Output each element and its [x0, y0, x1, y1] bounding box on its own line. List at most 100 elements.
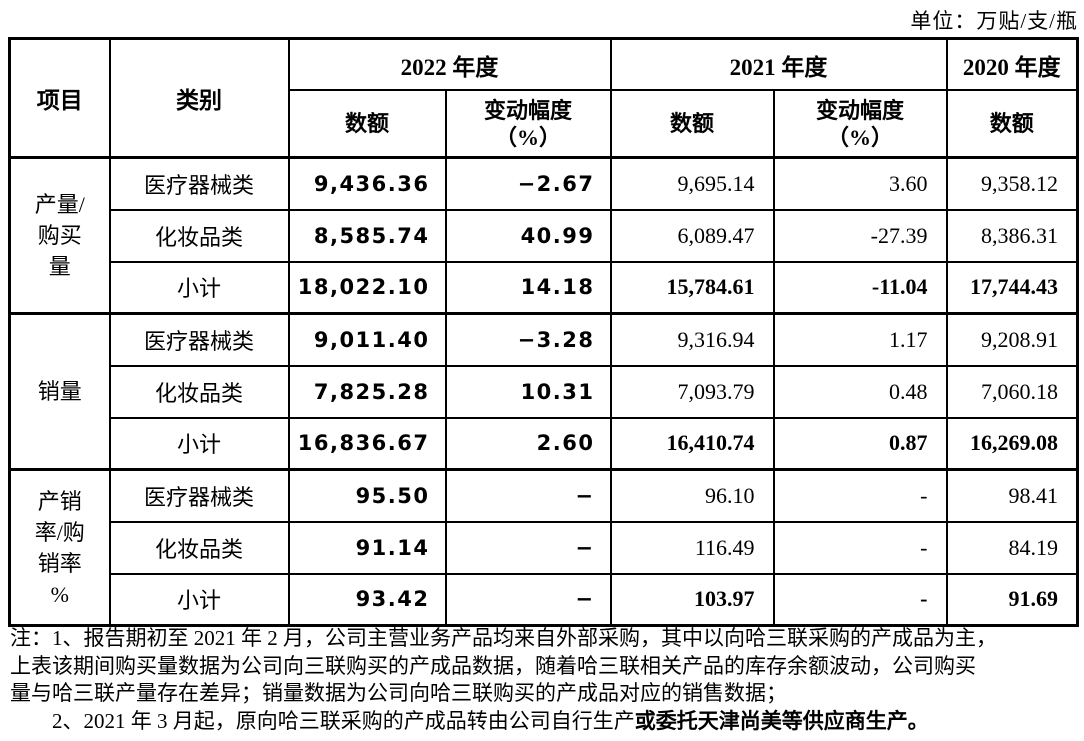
header-item: 项目: [8, 37, 111, 159]
category-cell: 医疗器械类: [108, 468, 290, 523]
header-year-2022: 2022 年度: [287, 37, 612, 91]
cell-amount-2022: 7,825.28: [287, 364, 447, 419]
table-row: 化妆品类 91.14 − 116.49 - 84.19: [10, 520, 1079, 575]
table-row-subtotal: 小计 93.42 − 103.97 - 91.69: [10, 572, 1079, 627]
cell-amount-2022: 93.42: [287, 572, 447, 627]
cell-amount-2021: 15,784.61: [609, 260, 775, 315]
cell-change-2022: −2.67: [444, 156, 612, 211]
cell-amount-2022: 18,022.10: [287, 260, 447, 315]
cell-change-2021: -11.04: [772, 260, 948, 315]
footnotes: 注：1、报告期初至 2021 年 2 月，公司主营业务产品均来自外部采购，其中以…: [10, 625, 1080, 735]
cell-amount-2021: 96.10: [609, 468, 775, 523]
header-change-label: 变动幅度: [815, 97, 904, 123]
cell-amount-2020: 9,208.91: [945, 312, 1079, 367]
cell-change-2022: −: [444, 468, 612, 523]
item-cell-sales: 销量: [8, 312, 111, 471]
cell-amount-2021: 9,695.14: [609, 156, 775, 211]
header-change-2022: 变动幅度 （%）: [444, 89, 612, 159]
cell-amount-2020: 8,386.31: [945, 208, 1079, 263]
category-cell: 化妆品类: [108, 208, 290, 263]
table-row: 产销 率/购 销率 % 医疗器械类 95.50 − 96.10 - 98.41: [8, 468, 1079, 627]
cell-amount-2021: 9,316.94: [609, 312, 775, 367]
item-line: 率/购: [34, 519, 85, 545]
cell-amount-2021: 103.97: [609, 572, 775, 627]
item-cell-ratio: 产销 率/购 销率 %: [8, 468, 111, 627]
cell-change-2021: 1.17: [772, 312, 948, 367]
production-sales-table: 项目 类别 2022 年度 2021 年度 2020 年度 数额 变动幅度 （%…: [8, 37, 1079, 627]
cell-amount-2021: 7,093.79: [609, 364, 775, 419]
header-change-pct: （%）: [494, 124, 561, 150]
category-cell: 小计: [108, 572, 290, 627]
unit-label: 单位：万贴/支/瓶: [910, 9, 1078, 33]
category-cell: 医疗器械类: [108, 156, 290, 211]
header-year-2021: 2021 年度: [609, 37, 948, 91]
table-row: 化妆品类 7,825.28 10.31 7,093.79 0.48 7,060.…: [10, 364, 1079, 419]
cell-amount-2020: 16,269.08: [945, 416, 1079, 471]
cell-change-2022: −: [444, 520, 612, 575]
item-line: 销率: [37, 550, 82, 576]
cell-change-2022: 40.99: [444, 208, 612, 263]
cell-amount-2022: 8,585.74: [287, 208, 447, 263]
header-amount-2020: 数额: [945, 89, 1079, 159]
item-line: 产销: [37, 488, 82, 514]
cell-amount-2022: 9,011.40: [287, 312, 447, 367]
cell-amount-2020: 17,744.43: [945, 260, 1079, 315]
item-line: 销量: [37, 379, 82, 404]
cell-change-2022: 10.31: [444, 364, 612, 419]
item-line: 购买: [37, 223, 82, 248]
header-change-label: 变动幅度: [483, 97, 572, 123]
table-row-subtotal: 小计 18,022.10 14.18 15,784.61 -11.04 17,7…: [10, 260, 1079, 315]
item-cell-production: 产量/ 购买 量: [8, 156, 111, 315]
cell-amount-2022: 16,836.67: [287, 416, 447, 471]
cell-change-2021: -27.39: [772, 208, 948, 263]
cell-change-2021: -: [772, 520, 948, 575]
cell-amount-2020: 84.19: [945, 520, 1079, 575]
header-row-years: 项目 类别 2022 年度 2021 年度 2020 年度: [8, 37, 1079, 159]
header-change-pct: （%）: [826, 124, 893, 150]
cell-change-2021: 0.48: [772, 364, 948, 419]
cell-change-2022: −: [444, 572, 612, 627]
header-year-2020: 2020 年度: [945, 37, 1079, 91]
cell-amount-2020: 7,060.18: [945, 364, 1079, 419]
cell-amount-2021: 116.49: [609, 520, 775, 575]
cell-change-2021: -: [772, 572, 948, 627]
table-row: 产量/ 购买 量 医疗器械类 9,436.36 −2.67 9,695.14 3…: [8, 156, 1079, 315]
header-row-measures: 数额 变动幅度 （%） 数额 变动幅度 （%） 数额: [10, 89, 1079, 159]
cell-amount-2020: 9,358.12: [945, 156, 1079, 211]
category-cell: 化妆品类: [108, 364, 290, 419]
cell-change-2022: −3.28: [444, 312, 612, 367]
table-row: 销量 医疗器械类 9,011.40 −3.28 9,316.94 1.17 9,…: [8, 312, 1079, 471]
footnote-line: 量与哈三联产量存在差异；销量数据为公司向哈三联购买的产成品对应的销售数据；: [10, 681, 787, 705]
cell-amount-2022: 9,436.36: [287, 156, 447, 211]
footnote-line: 注：1、报告期初至 2021 年 2 月，公司主营业务产品均来自外部采购，其中以…: [10, 626, 997, 650]
header-change-2021: 变动幅度 （%）: [772, 89, 948, 159]
footnote-line: 2、2021 年 3 月起，原向哈三联采购的产成品转由公司自行生产或委托天津尚美…: [10, 708, 1080, 736]
cell-amount-2022: 95.50: [287, 468, 447, 523]
cell-change-2022: 2.60: [444, 416, 612, 471]
cell-change-2021: 3.60: [772, 156, 948, 211]
footnote-line: 上表该期间购买量数据为公司向三联购买的产成品数据，随着哈三联相关产品的库存余额波…: [10, 653, 976, 678]
cell-change-2022: 14.18: [444, 260, 612, 315]
header-amount-2021: 数额: [609, 89, 775, 159]
cell-change-2021: -: [772, 468, 948, 523]
footnote-bold-text: 或委托天津尚美等供应商生产。: [634, 708, 929, 733]
category-cell: 化妆品类: [108, 520, 290, 575]
item-line: %: [50, 581, 69, 607]
cell-amount-2022: 91.14: [287, 520, 447, 575]
cell-amount-2020: 91.69: [945, 572, 1079, 627]
table-row: 化妆品类 8,585.74 40.99 6,089.47 -27.39 8,38…: [10, 208, 1079, 263]
cell-change-2021: 0.87: [772, 416, 948, 471]
cell-amount-2020: 98.41: [945, 468, 1079, 523]
table-row-subtotal: 小计 16,836.67 2.60 16,410.74 0.87 16,269.…: [10, 416, 1079, 471]
header-amount-2022: 数额: [287, 89, 447, 159]
footnote-text: 2、2021 年 3 月起，原向哈三联采购的产成品转由公司自行生产: [52, 708, 635, 733]
item-line: 产量/: [34, 192, 85, 217]
category-cell: 医疗器械类: [108, 312, 290, 367]
header-category: 类别: [108, 37, 290, 159]
category-cell: 小计: [108, 416, 290, 471]
cell-amount-2021: 6,089.47: [609, 208, 775, 263]
cell-amount-2021: 16,410.74: [609, 416, 775, 471]
category-cell: 小计: [108, 260, 290, 315]
item-line: 量: [48, 254, 71, 279]
